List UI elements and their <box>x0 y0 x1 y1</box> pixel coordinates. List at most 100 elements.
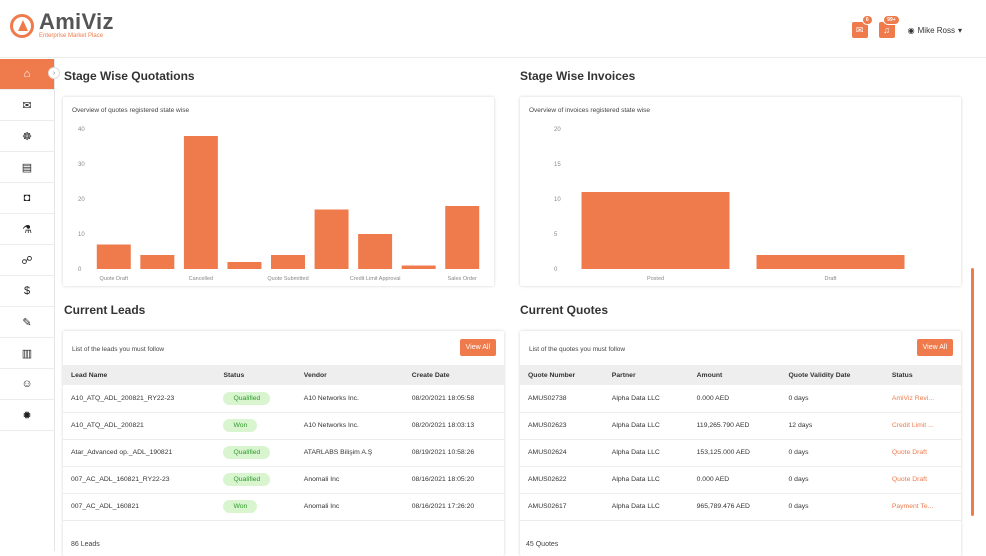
table-row[interactable]: 007_AC_ADL_160821_RY22-23 Qualified Anomal… <box>63 466 504 494</box>
bar[interactable] <box>358 234 393 269</box>
column-header[interactable]: Partner <box>603 365 689 385</box>
table-cell: AMUS02624 <box>520 439 604 467</box>
bar[interactable] <box>581 192 730 269</box>
status-badge: Won <box>223 419 258 432</box>
y-tick-label: 5 <box>554 232 558 238</box>
sidebar-item-users[interactable]: ☺ <box>0 369 54 400</box>
quotes-view-all-button[interactable]: View All <box>916 339 953 356</box>
table-row[interactable]: AMUS02623 Alpha Data LLC 119,265.790 AED 12… <box>520 412 961 440</box>
status-link[interactable]: Credit Limit ... <box>891 422 934 429</box>
column-header[interactable]: Status <box>215 365 296 385</box>
table-cell: AMUS02622 <box>520 466 604 494</box>
sidebar-item-flask[interactable]: ⚗ <box>0 214 54 245</box>
sidebar-item-document[interactable]: ▤ <box>0 152 54 183</box>
leads-subtitle: List of the leads you must follow <box>72 346 165 353</box>
mail-icon: ✉ <box>22 99 32 112</box>
y-tick-label: 0 <box>78 267 82 273</box>
table-row[interactable]: A10_ATQ_ADL_200821_RY22-23 Qualified A10 N… <box>63 385 504 413</box>
status-link[interactable]: Quote Draft <box>891 476 927 483</box>
table-cell: 119,265.790 AED <box>688 412 781 440</box>
quotations-subtitle: Overview of quotes registered state wise <box>72 107 190 114</box>
y-tick-label: 15 <box>554 162 561 168</box>
bar[interactable] <box>756 255 905 269</box>
flask-icon: ⚗ <box>22 223 32 236</box>
bell-notification-button[interactable]: ♫ 99+ <box>878 15 900 38</box>
table-cell: 0 days <box>780 493 884 521</box>
logo[interactable]: AmiViz Enterprise Market Place <box>10 11 114 40</box>
page-scrollbar[interactable] <box>971 268 974 516</box>
bar[interactable] <box>271 255 305 269</box>
invoices-title: Stage Wise Invoices <box>520 69 636 83</box>
leads-card: List of the leads you must follow View A… <box>63 331 504 556</box>
sidebar-item-store[interactable]: ▥ <box>0 338 54 369</box>
sidebar-item-handshake[interactable]: ☸ <box>0 121 54 152</box>
sidebar-item-certificate[interactable]: ✎ <box>0 307 54 338</box>
table-cell: Alpha Data LLC <box>603 412 689 440</box>
table-row[interactable]: AMUS02738 Alpha Data LLC 0.000 AED 0 days Am… <box>520 385 961 413</box>
column-header[interactable]: Quote Validity Date <box>780 365 884 385</box>
x-tick-label: Posted <box>647 276 664 282</box>
invoices-chart-card: Overview of invoices registered state wi… <box>520 97 961 286</box>
bar[interactable] <box>140 255 175 269</box>
bar[interactable] <box>183 136 218 269</box>
sidebar-item-home[interactable]: ⌂ <box>0 59 54 90</box>
certificate-icon: ✎ <box>22 316 32 329</box>
column-header[interactable]: Create Date <box>403 365 504 385</box>
quotes-table: Quote Number Partner Amount Quote Validity … <box>520 365 961 521</box>
quotes-title: Current Quotes <box>520 303 609 317</box>
x-tick-label: Quote Submitted <box>267 276 308 282</box>
table-row[interactable]: Atar_Advanced op._ADL_190821 Qualified ATA… <box>63 439 504 467</box>
table-cell: 0 days <box>780 439 884 467</box>
sidebar-item-settings[interactable]: ✹ <box>0 400 54 431</box>
sidebar-collapse-button[interactable]: › <box>48 67 60 79</box>
users-icon: ☺ <box>21 378 33 390</box>
status-cell: Won <box>215 493 296 521</box>
sidebar-item-mail[interactable]: ✉ <box>0 90 54 121</box>
sidebar-item-dollar-cycle[interactable]: $ <box>0 276 54 307</box>
column-header[interactable]: Vendor <box>295 365 404 385</box>
table-row[interactable]: AMUS02622 Alpha Data LLC 0.000 AED 0 days Qu… <box>520 466 961 494</box>
bar[interactable] <box>314 209 349 270</box>
table-row[interactable]: AMUS02624 Alpha Data LLC 153,125.000 AED 0 … <box>520 439 961 467</box>
table-cell: 12 days <box>780 412 884 440</box>
column-header[interactable]: Amount <box>688 365 781 385</box>
table-row[interactable]: A10_ATQ_ADL_200821 Won A10 Networks Inc. 08… <box>63 412 504 440</box>
status-link[interactable]: Quote Draft <box>891 449 927 456</box>
y-tick-label: 30 <box>78 162 85 168</box>
sidebar-item-bag[interactable]: ◘ <box>0 183 54 214</box>
table-row[interactable]: 007_AC_ADL_160821 Won Anomali Inc 08/16/202… <box>63 493 504 521</box>
quotations-chart-card: Overview of quotes registered state wise… <box>63 97 494 286</box>
sidebar-item-network[interactable]: ☍ <box>0 245 54 276</box>
y-tick-label: 20 <box>78 197 85 203</box>
status-cell: Quote Draft <box>883 466 961 494</box>
x-tick-label: Draft <box>825 276 837 282</box>
column-header[interactable]: Quote Number <box>520 365 604 385</box>
user-name: Mike Ross <box>917 25 955 35</box>
table-cell: 08/20/2021 18:05:58 <box>403 385 504 413</box>
table-cell: 08/20/2021 18:03:13 <box>403 412 504 440</box>
bell-icon: ♫ <box>883 25 891 35</box>
column-header[interactable]: Status <box>883 365 961 385</box>
bar[interactable] <box>401 265 436 270</box>
y-tick-label: 10 <box>78 232 85 238</box>
table-row[interactable]: AMUS02617 Alpha Data LLC 965,789.476 AED 0 … <box>520 493 961 521</box>
leads-view-all-button[interactable]: View All <box>459 339 496 356</box>
status-link[interactable]: Payment Te... <box>891 503 934 510</box>
user-menu[interactable]: ◉ Mike Ross ▾ <box>908 26 962 35</box>
bar[interactable] <box>96 244 131 270</box>
dollar-cycle-icon: $ <box>23 285 31 297</box>
table-cell: Atar_Advanced op._ADL_190821 <box>63 439 216 467</box>
table-cell: 08/16/2021 17:26:20 <box>403 493 504 521</box>
table-cell: Alpha Data LLC <box>603 439 689 467</box>
bar[interactable] <box>227 262 262 269</box>
table-cell: 08/16/2021 18:05:20 <box>403 466 504 494</box>
status-link[interactable]: AmiViz Revi... <box>891 394 935 402</box>
table-cell: Alpha Data LLC <box>603 493 689 521</box>
table-cell: Anomali Inc <box>295 466 404 494</box>
status-badge: Qualified <box>223 473 271 486</box>
bar[interactable] <box>445 206 480 269</box>
y-tick-label: 40 <box>78 127 85 133</box>
chat-notification-button[interactable]: ✉ 6 <box>851 15 873 38</box>
column-header[interactable]: Lead Name <box>63 365 216 385</box>
table-cell: Alpha Data LLC <box>603 385 689 413</box>
